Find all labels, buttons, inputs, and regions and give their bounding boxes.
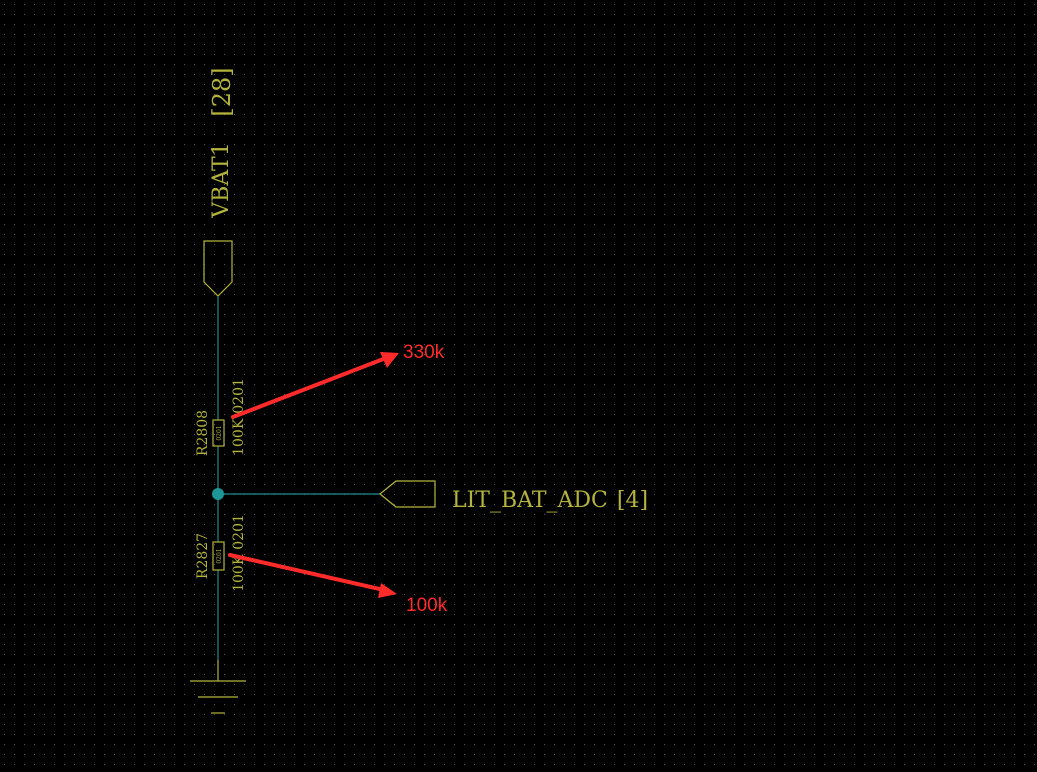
- resistor-r2827[interactable]: 0201 R2827 100K 0201: [195, 514, 247, 592]
- arrowhead-icon: [378, 583, 397, 598]
- annotation-100k-arrow-shaft: [228, 553, 386, 592]
- resistor-r2808-value-text: 100K: [231, 418, 247, 456]
- off-sheet-port-net-name: LIT_BAT_ADC: [452, 488, 608, 513]
- resistor-r2827-footprint: 0201: [231, 514, 247, 550]
- resistor-r2808-footprint: 0201: [231, 378, 247, 414]
- off-sheet-port-sheet-ref: [4]: [617, 488, 648, 513]
- annotation-100k: 100k: [228, 553, 448, 616]
- wires: [217, 296, 380, 681]
- power-port-symbol: [203, 240, 233, 297]
- annotation-330k-arrow-shaft: [231, 356, 388, 419]
- resistor-r2827-body-label: 0201: [216, 548, 223, 563]
- off-sheet-port-symbol: [379, 480, 436, 508]
- arrowhead-icon: [380, 352, 399, 368]
- annotation-330k-text: 330k: [403, 342, 445, 363]
- resistor-r2808[interactable]: 0201 R2808 100K 0201: [195, 378, 247, 456]
- ground-icon: [190, 680, 246, 714]
- annotation-330k: 330k: [231, 342, 445, 419]
- off-sheet-port-label: LIT_BAT_ADC [4]: [452, 488, 648, 513]
- power-port-vbat1[interactable]: [28] VBAT1: [203, 67, 236, 297]
- resistor-r2827-designator: R2827: [195, 533, 211, 579]
- resistor-r2808-value: 100K 0201: [231, 378, 247, 456]
- resistor-r2827-body: [212, 541, 225, 571]
- resistor-r2827-value: 100K 0201: [231, 514, 247, 592]
- power-port-net-name: VBAT1: [209, 142, 234, 218]
- junction-dot: [212, 488, 224, 500]
- resistor-r2808-body: [212, 419, 225, 447]
- off-sheet-port-lit-bat-adc[interactable]: LIT_BAT_ADC [4]: [379, 480, 648, 513]
- power-port-sheet-ref: [28]: [208, 67, 236, 116]
- resistor-r2808-designator: R2808: [195, 410, 211, 456]
- resistor-r2827-value-text: 100K: [231, 554, 247, 592]
- annotation-100k-text: 100k: [406, 595, 448, 616]
- resistor-r2808-body-label: 0201: [216, 425, 223, 440]
